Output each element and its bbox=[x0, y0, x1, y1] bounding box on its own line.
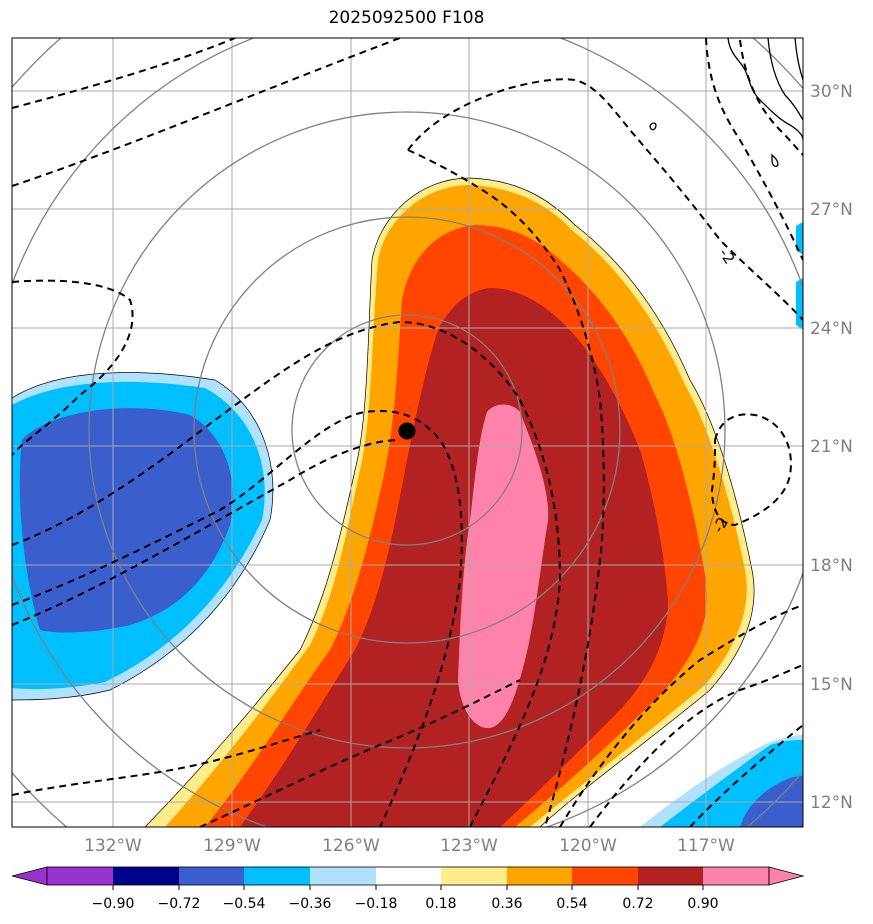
colorbar-tick-label: 0.72 bbox=[622, 896, 653, 912]
colorbar-frame bbox=[46, 866, 770, 886]
colorbar-segment bbox=[376, 867, 441, 885]
positive-anomaly-plume bbox=[144, 177, 755, 827]
lat-label: 24°N bbox=[810, 319, 853, 339]
colorbar-segment bbox=[47, 867, 113, 885]
colorbar-segment bbox=[703, 867, 769, 885]
lat-label: 21°N bbox=[810, 437, 853, 457]
colorbar-segment bbox=[507, 867, 572, 885]
lon-label: 123°W bbox=[440, 836, 498, 856]
lat-label: 15°N bbox=[810, 675, 853, 695]
lon-label: 132°W bbox=[84, 836, 142, 856]
lon-label: 129°W bbox=[203, 836, 261, 856]
dashed-contours bbox=[12, 38, 803, 827]
lat-label: 30°N bbox=[810, 82, 853, 102]
colorbar-segment bbox=[638, 867, 703, 885]
colorbar-tick-label: −0.18 bbox=[355, 896, 398, 912]
colorbar-segment bbox=[179, 867, 244, 885]
colorbar-segment bbox=[244, 867, 310, 885]
colorbar-segment bbox=[310, 867, 376, 885]
colorbar-tick-marks bbox=[112, 885, 704, 890]
negative-anomaly-west bbox=[12, 372, 274, 701]
contour-label: -2 bbox=[715, 245, 738, 268]
lat-label: 12°N bbox=[810, 793, 853, 813]
chart-title: 2025092500 F108 bbox=[328, 8, 485, 28]
solid-contours bbox=[649, 38, 803, 167]
colorbar-extend-low bbox=[11, 866, 48, 886]
colorbar-tick-label: −0.72 bbox=[158, 896, 201, 912]
colorbar-segment bbox=[572, 867, 638, 885]
colorbar-tick-label: 0.18 bbox=[425, 896, 456, 912]
lon-label: 117°W bbox=[677, 836, 735, 856]
lon-label: 126°W bbox=[322, 836, 380, 856]
lon-label: 120°W bbox=[559, 836, 617, 856]
colorbar-tick-label: 0.90 bbox=[687, 896, 718, 912]
colorbar-segment bbox=[113, 867, 179, 885]
colorbar-tick-label: −0.36 bbox=[289, 896, 332, 912]
colorbar-tick-label: −0.54 bbox=[223, 896, 266, 912]
colorbar-tick-label: −0.90 bbox=[92, 896, 135, 912]
colorbar-extend-high bbox=[768, 866, 805, 886]
colorbar: −0.90 −0.72 −0.54 −0.36 −0.18 0.18 0.36 … bbox=[11, 866, 805, 912]
lat-label: 18°N bbox=[810, 556, 853, 576]
colorbar-segment bbox=[441, 867, 507, 885]
colorbar-tick-label: 0.54 bbox=[556, 896, 587, 912]
storm-center-marker bbox=[398, 422, 416, 440]
plot-frame bbox=[11, 37, 804, 828]
lat-label: 27°N bbox=[810, 200, 853, 220]
colorbar-tick-label: 0.36 bbox=[491, 896, 522, 912]
